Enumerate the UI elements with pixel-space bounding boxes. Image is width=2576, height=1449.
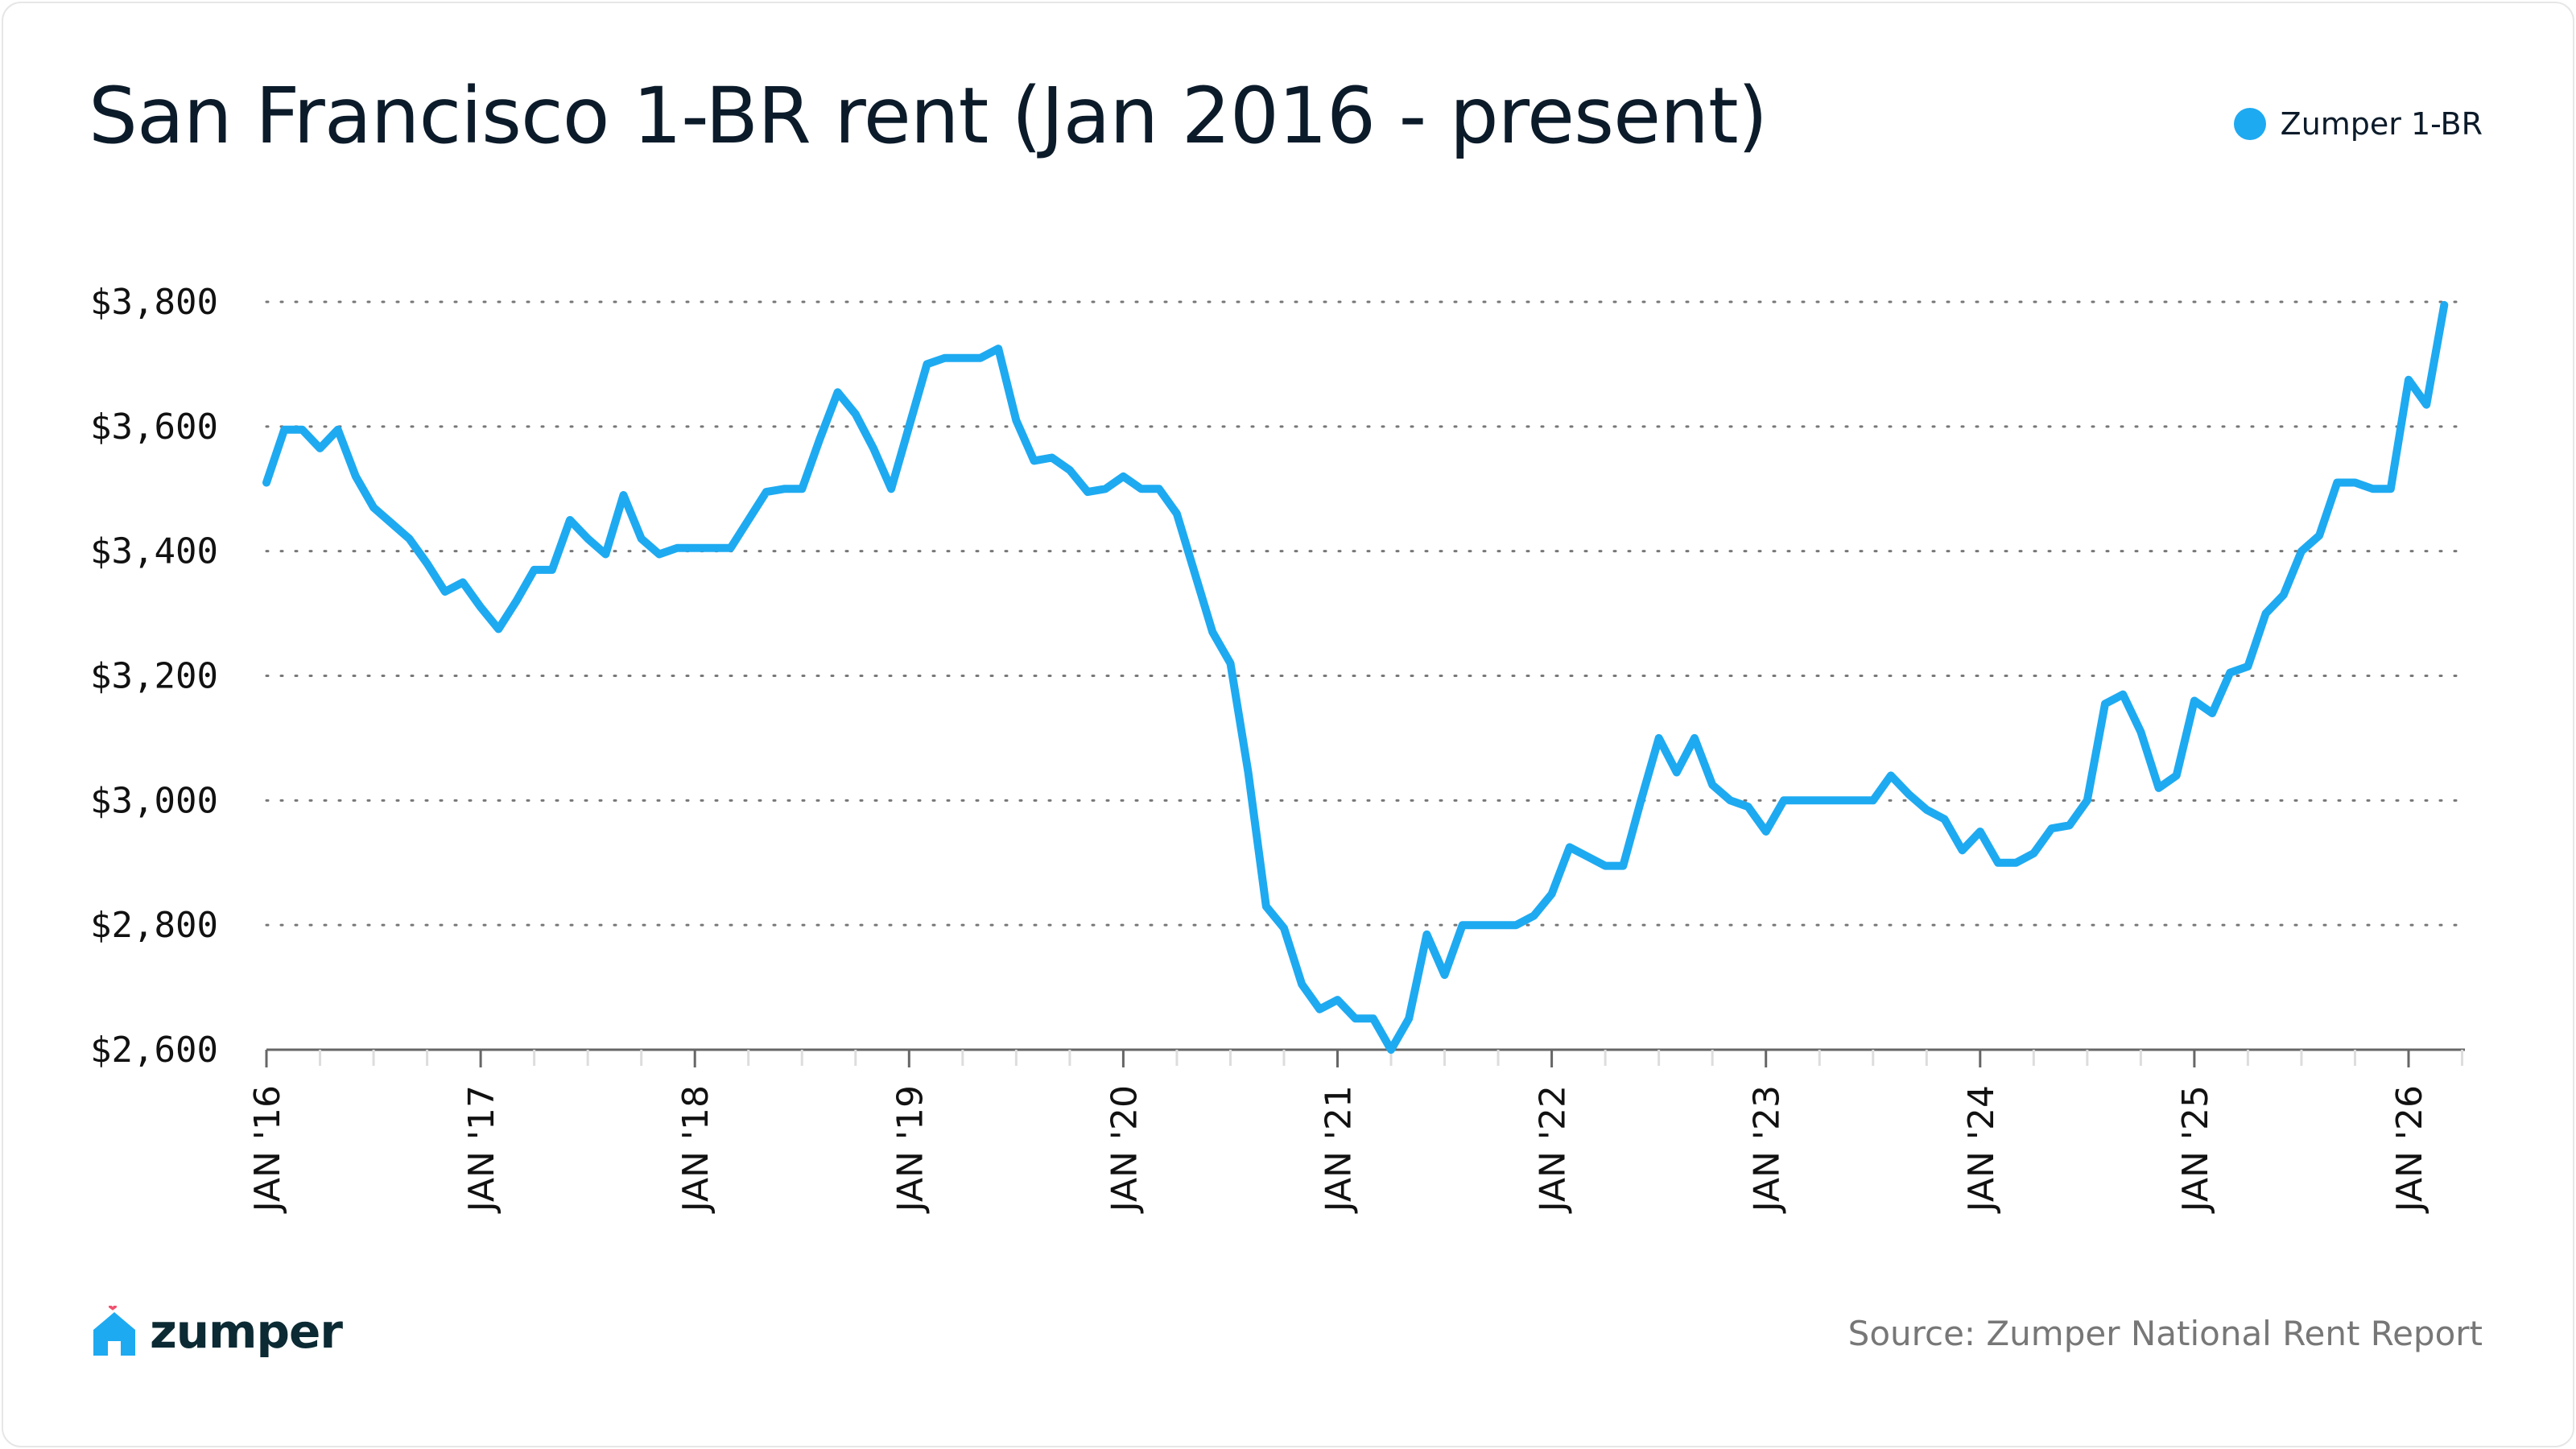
house-heart-icon xyxy=(93,1306,135,1356)
y-tick-label: $2,800 xyxy=(90,905,218,946)
legend-label: Zumper 1-BR xyxy=(2280,106,2483,142)
x-tick-label: JAN '25 xyxy=(2175,1085,2216,1214)
x-tick-label: JAN '26 xyxy=(2389,1085,2430,1214)
logo-text: zumper xyxy=(150,1304,343,1359)
x-tick-label: JAN '18 xyxy=(675,1085,716,1214)
x-tick-label: JAN '19 xyxy=(890,1085,931,1214)
zumper-logo: zumper xyxy=(90,1304,343,1359)
x-tick-label: JAN '17 xyxy=(461,1085,502,1214)
y-tick-label: $3,000 xyxy=(90,780,218,821)
source-note: Source: Zumper National Rent Report xyxy=(1847,1314,2483,1353)
y-tick-label: $3,400 xyxy=(90,531,218,572)
y-tick-label: $3,200 xyxy=(90,656,218,697)
y-tick-label: $3,600 xyxy=(90,407,218,448)
x-tick-label: JAN '16 xyxy=(247,1085,288,1214)
x-tick-label: JAN '24 xyxy=(1961,1085,2002,1214)
chart-title: San Francisco 1-BR rent (Jan 2016 - pres… xyxy=(89,71,1768,161)
legend-swatch xyxy=(2233,108,2266,140)
x-tick-label: JAN '23 xyxy=(1747,1085,1788,1214)
legend: Zumper 1-BR xyxy=(2233,106,2483,142)
y-tick-label: $2,600 xyxy=(90,1030,218,1071)
x-tick-label: JAN '20 xyxy=(1104,1085,1145,1214)
x-tick-label: JAN '21 xyxy=(1319,1085,1360,1214)
y-tick-label: $3,800 xyxy=(90,282,218,323)
x-tick-label: JAN '22 xyxy=(1533,1085,1574,1214)
series-line-0 xyxy=(262,300,2449,1054)
